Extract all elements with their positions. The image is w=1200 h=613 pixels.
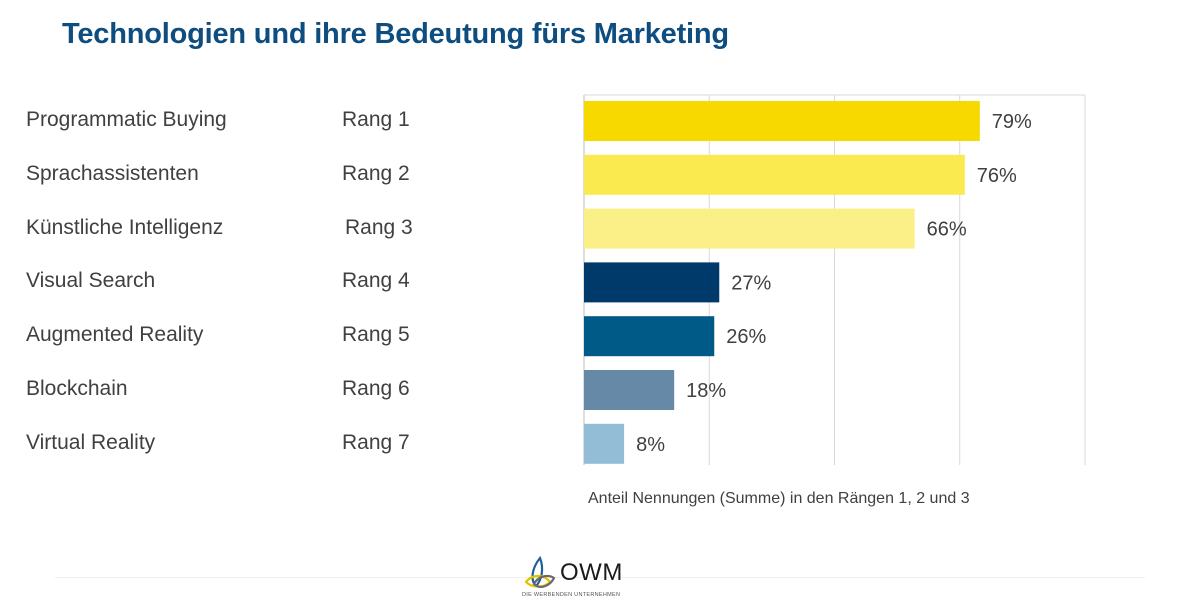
category-label: Virtual Reality: [26, 430, 156, 454]
bar-value-label: 8%: [636, 434, 665, 456]
bar-value-label: 79%: [992, 111, 1032, 133]
bar-value-label: 76%: [977, 165, 1017, 187]
bar: [584, 101, 980, 141]
bar-value-label: 18%: [686, 380, 726, 402]
bar: [584, 316, 715, 357]
bar: [584, 370, 675, 410]
rank-label: Rang 6: [342, 377, 410, 400]
bar: [584, 208, 915, 249]
category-label: Visual Search: [26, 269, 156, 293]
rank-label: Rang 3: [345, 215, 413, 239]
category-label: Programmatic Buying: [26, 108, 227, 131]
owm-logo-icon: [524, 555, 556, 588]
bar: [584, 423, 625, 464]
rank-label: Rang 5: [342, 323, 410, 347]
bar-value-label: 27%: [731, 272, 771, 294]
logo-subtitle: DIE WERBENDEN UNTERNEHMEN: [522, 592, 621, 598]
rank-label: Rang 7: [342, 430, 410, 454]
x-axis-caption: Anteil Nennungen (Summe) in den Rängen 1…: [588, 490, 970, 507]
page-title: Technologien und ihre Bedeutung fürs Mar…: [62, 18, 729, 50]
bar: [584, 262, 720, 303]
bar-value-label: 26%: [726, 326, 766, 348]
category-label: Künstliche Intelligenz: [26, 215, 224, 239]
bar-value-label: 66%: [927, 219, 967, 241]
bar: [584, 154, 965, 195]
footer-divider: [55, 577, 1145, 578]
category-label: Blockchain: [26, 377, 128, 400]
rank-label: Rang 4: [342, 269, 410, 293]
logo-text: OWM: [560, 559, 623, 586]
category-label: Augmented Reality: [26, 323, 204, 347]
rank-label: Rang 2: [342, 161, 410, 185]
rank-label: Rang 1: [342, 108, 410, 131]
category-label: Sprachassistenten: [26, 161, 199, 185]
